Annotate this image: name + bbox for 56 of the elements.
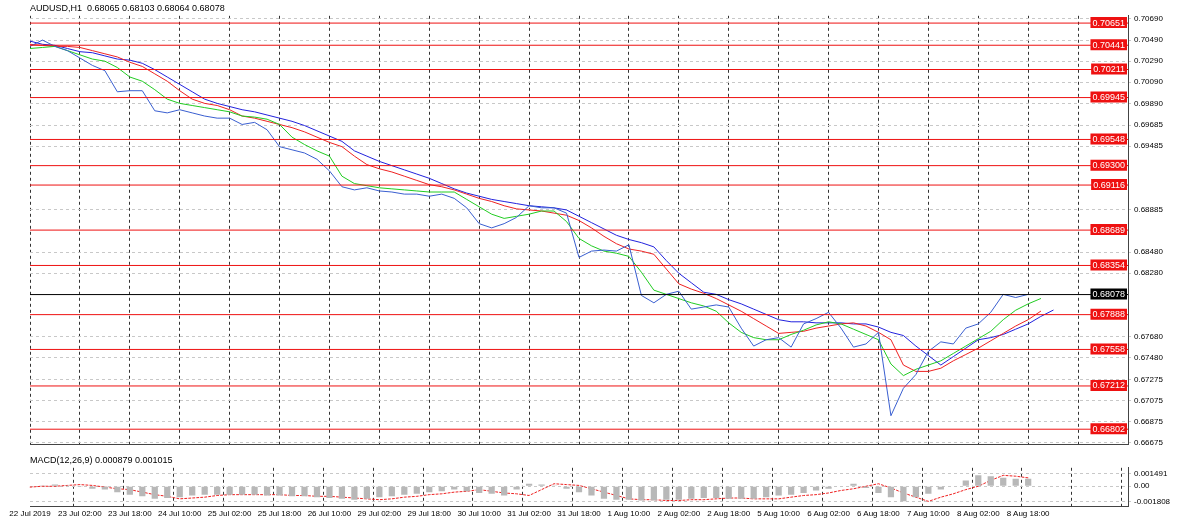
ref-line-label: 0.68354 (1092, 259, 1126, 270)
x-tick-label: 2 Aug 18:00 (707, 509, 751, 519)
y-tick-label: 0.00 (1134, 481, 1151, 491)
x-tick-label: 6 Aug 02:00 (807, 509, 851, 519)
ref-line-label: 0.69300 (1092, 160, 1126, 171)
x-tick-label: 29 Jul 18:00 (407, 509, 452, 519)
x-tick-label: 7 Aug 10:00 (907, 509, 951, 519)
x-tick-label: 26 Jul 10:00 (307, 509, 352, 519)
x-tick-label: 1 Aug 10:00 (607, 509, 651, 519)
x-tick-label: 2 Aug 02:00 (657, 509, 701, 519)
x-tick-label: 23 Jul 18:00 (108, 509, 153, 519)
ref-line-label: 0.69945 (1092, 92, 1126, 103)
ref-line-label: 0.69548 (1092, 133, 1126, 144)
x-tick-label: 6 Aug 18:00 (857, 509, 901, 519)
y-tick-label: 0.67480 (1134, 352, 1164, 362)
y-tick-label: 0.70090 (1134, 77, 1164, 87)
x-tick-label: 8 Aug 02:00 (956, 509, 1001, 519)
ref-line-label: 0.70211 (1093, 63, 1126, 74)
y-tick-label: 0.68480 (1134, 247, 1164, 257)
y-tick-label: -0.001808 (1134, 496, 1171, 506)
x-tick-label: 29 Jul 02:00 (357, 509, 402, 519)
y-tick-label: 0.70490 (1134, 35, 1164, 45)
ref-line-label: 0.70441 (1092, 39, 1126, 50)
ref-line-label: 0.68689 (1092, 224, 1126, 235)
y-tick-label: 0.67680 (1134, 331, 1164, 341)
x-tick-label: 24 Jul 10:00 (157, 509, 203, 519)
x-tick-label: 5 Aug 10:00 (757, 509, 801, 519)
ref-line-label: 0.67558 (1092, 343, 1126, 354)
x-tick-label: 23 Jul 02:00 (58, 509, 103, 519)
y-tick-label: 0.69485 (1134, 141, 1164, 151)
y-tick-label: 0.68280 (1134, 268, 1164, 278)
x-tick-label: 31 Jul 18:00 (557, 509, 602, 519)
x-tick-label: 25 Jul 02:00 (207, 509, 252, 519)
x-tick-label: 31 Jul 02:00 (507, 509, 552, 519)
y-tick-label: 0.66675 (1134, 437, 1164, 447)
y-tick-label: 0.001491 (1134, 468, 1168, 478)
y-tick-label: 0.66875 (1134, 416, 1164, 426)
y-tick-label: 0.67275 (1134, 374, 1164, 384)
y-tick-label: 0.67075 (1134, 395, 1164, 405)
chart-title: MACD(12,26,9) 0.000879 0.001015 (30, 454, 173, 465)
ref-line-label: 0.68078 (1092, 289, 1126, 300)
ref-line-label: 0.66802 (1092, 423, 1126, 434)
y-tick-label: 0.70690 (1134, 14, 1164, 24)
x-tick-label: 25 Jul 18:00 (257, 509, 302, 519)
ref-line-label: 0.70651 (1092, 17, 1126, 28)
ref-line-label: 0.67888 (1092, 309, 1126, 320)
x-tick-label: 22 Jul 2019 (9, 509, 52, 519)
y-tick-label: 0.68885 (1134, 204, 1164, 214)
ref-line-label: 0.69116 (1093, 179, 1126, 190)
y-tick-label: 0.69685 (1134, 120, 1164, 130)
chart-title: AUDUSD,H1 0.68065 0.68103 0.68064 0.68078 (30, 2, 225, 13)
ref-line-label: 0.67212 (1092, 380, 1126, 391)
x-tick-label: 30 Jul 10:00 (457, 509, 502, 519)
x-tick-label: 8 Aug 18:00 (1006, 509, 1051, 519)
y-tick-label: 0.69890 (1134, 98, 1164, 108)
y-tick-label: 0.70290 (1134, 56, 1164, 66)
